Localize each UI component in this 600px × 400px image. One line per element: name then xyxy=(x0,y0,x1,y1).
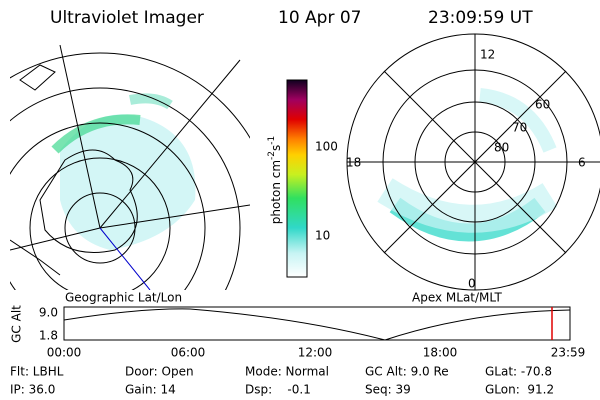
lat-label: 80 xyxy=(494,141,509,155)
footer-field: Mode: Normal xyxy=(245,365,329,379)
colorbar-label: photon cm-2s-1 xyxy=(267,136,283,225)
mlt-label: 12 xyxy=(480,48,495,62)
plot-frame xyxy=(63,306,571,341)
aurora xyxy=(51,114,141,154)
lat-label: 60 xyxy=(535,98,550,112)
lat-circle xyxy=(10,52,250,139)
time-label: 00:00 xyxy=(47,346,82,360)
aurora xyxy=(60,114,196,251)
axis-label: GC Alt xyxy=(10,305,24,343)
colorbar xyxy=(286,79,308,278)
lat-circle xyxy=(10,122,206,290)
aurora xyxy=(479,88,557,153)
time-label: 06:00 xyxy=(171,346,206,360)
time-label: 23:59 xyxy=(551,346,586,360)
lon-line xyxy=(59,45,101,229)
coastline xyxy=(10,64,61,276)
altitude-plot: GC Alt 9.0 1.8 00:00 06:00 12:00 18:00 23:59 xyxy=(10,305,586,360)
footer-field: Flt: LBHL xyxy=(10,365,64,379)
footer-field: GLon: 91.2 xyxy=(485,383,554,397)
footer-field: GLat: -70.8 xyxy=(485,365,552,379)
lat-circle xyxy=(64,192,136,264)
label-exp: -1 xyxy=(267,136,277,145)
footer-field: Door: Open xyxy=(125,365,194,379)
altitude-curve xyxy=(63,308,571,341)
geographic-map xyxy=(10,45,250,290)
footer-field: Gain: 14 xyxy=(125,383,176,397)
time-label: 12:00 xyxy=(298,346,333,360)
right-label: Apex MLat/MLT xyxy=(412,291,502,305)
mlt-line xyxy=(383,70,567,254)
y-label: 9.0 xyxy=(39,306,58,320)
lon-line xyxy=(99,59,241,229)
title: Ultraviolet Imager xyxy=(50,8,204,28)
date: 10 Apr 07 xyxy=(278,8,361,28)
label-part: s xyxy=(269,145,283,151)
colorbar-tick: 10 xyxy=(315,229,330,243)
footer-field: Dsp: -0.1 xyxy=(245,383,311,397)
polar-plot: 12 18 6 0 60 70 80 xyxy=(346,33,600,291)
footer-field: Seq: 39 xyxy=(365,383,411,397)
mlt-label: 6 xyxy=(578,156,586,170)
mlt-label: 18 xyxy=(346,156,361,170)
footer: Flt: LBHL IP: 36.0 Door: Open Gain: 14 Mode:… xyxy=(10,365,554,397)
aurora xyxy=(377,178,558,233)
left-label: Geographic Lat/Lon xyxy=(65,291,182,305)
colorbar-tick: 100 xyxy=(315,140,338,154)
lat-circle xyxy=(29,157,171,290)
label-part: photon cm xyxy=(269,160,283,224)
mlt-label: 0 xyxy=(468,277,476,291)
lon-line xyxy=(10,227,101,251)
header: Ultraviolet Imager 10 Apr 07 23:09:59 UT xyxy=(50,8,533,28)
terminator xyxy=(99,227,151,290)
lon-line xyxy=(99,204,250,229)
time: 23:09:59 UT xyxy=(428,8,533,28)
label-exp: -2 xyxy=(267,151,277,160)
footer-field: IP: 36.0 xyxy=(10,383,55,397)
footer-field: GC Alt: 9.0 Re xyxy=(365,365,449,379)
lat-circle xyxy=(10,87,241,290)
time-label: 18:00 xyxy=(423,346,458,360)
lat-label: 70 xyxy=(512,121,527,135)
y-label: 1.8 xyxy=(39,329,58,343)
